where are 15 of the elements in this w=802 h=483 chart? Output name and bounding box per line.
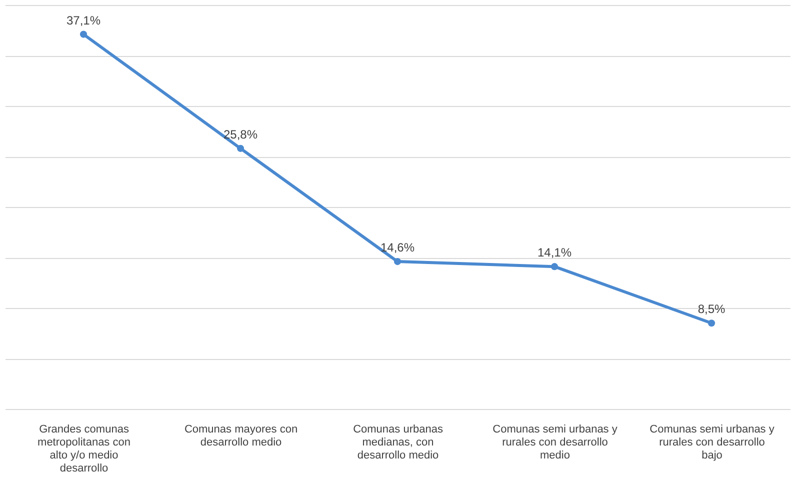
point [236, 144, 244, 152]
data-label: 25,8% [223, 127, 258, 142]
x-tick-label: Comunas semi urbanas y rurales con desarrollo medio [492, 424, 618, 462]
data-label: 14,6% [380, 240, 415, 255]
point [550, 263, 558, 270]
x-tick-label: Grandes comunas metropolitanas con alto y/o medio desarrollo [38, 424, 130, 474]
x-tick-label: Comunas urbanas medianas, con desarrollo medio [353, 424, 444, 462]
x-tick-label: Comunas mayores con desarrollo medio [184, 424, 298, 448]
data-label: 37,1% [66, 13, 101, 28]
data-label: 14,1% [537, 246, 572, 260]
point [80, 30, 88, 38]
data-label: 8,5% [698, 302, 726, 316]
point [708, 320, 716, 327]
x-tick-label: Comunas semi urbanas y rurales con desarrollo bajo [650, 424, 775, 462]
point [394, 258, 402, 266]
